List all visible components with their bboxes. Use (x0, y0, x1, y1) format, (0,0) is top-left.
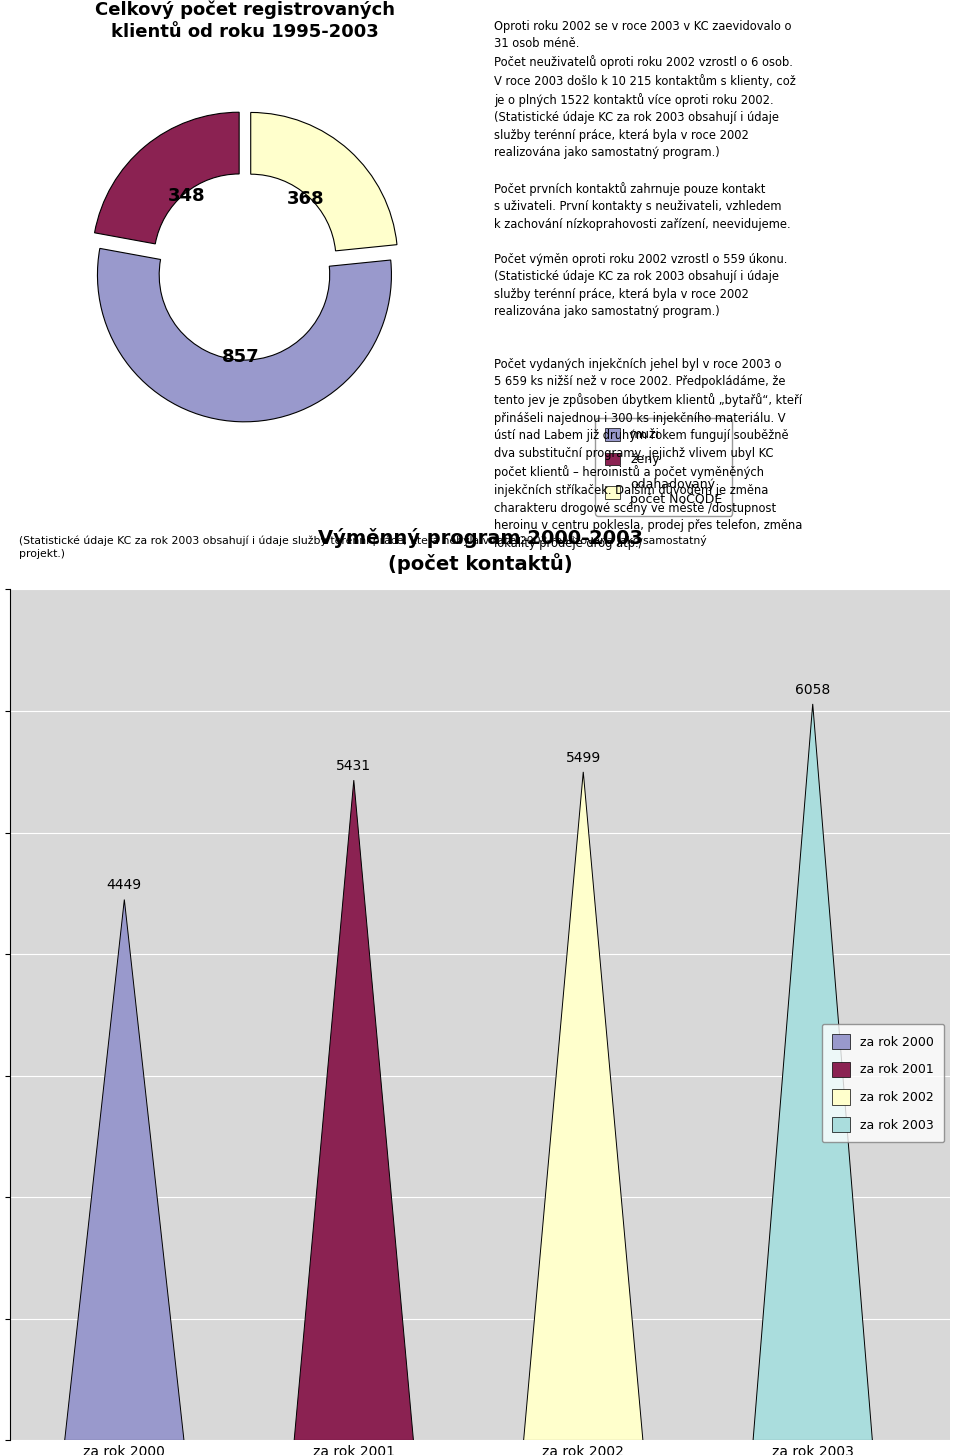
Polygon shape (294, 780, 414, 1440)
Polygon shape (64, 899, 184, 1440)
Title: Celkový počet registrovaných
klientů od roku 1995-2003: Celkový počet registrovaných klientů od … (95, 0, 395, 41)
Title: Výměnný program 2000-2003
(počet kontaktů): Výměnný program 2000-2003 (počet kontakt… (318, 528, 642, 573)
Text: 368: 368 (287, 189, 324, 208)
Text: 5431: 5431 (336, 760, 372, 773)
Legend: muži, ženy, odahadovaný
počet NoCODE: muži, ženy, odahadovaný počet NoCODE (595, 418, 732, 515)
Text: 6058: 6058 (795, 682, 830, 697)
Polygon shape (523, 773, 643, 1440)
Legend: za rok 2000, za rok 2001, za rok 2002, za rok 2003: za rok 2000, za rok 2001, za rok 2002, z… (822, 1024, 944, 1142)
Text: (Statistické údaje KC za rok 2003 obsahují i údaje služby terénní práce, která n: (Statistické údaje KC za rok 2003 obsahu… (19, 535, 707, 559)
Text: 348: 348 (168, 188, 205, 205)
Wedge shape (251, 112, 397, 250)
Wedge shape (94, 112, 239, 244)
Text: 4449: 4449 (107, 879, 142, 892)
Text: 5499: 5499 (565, 751, 601, 764)
Polygon shape (753, 704, 873, 1440)
Wedge shape (98, 249, 392, 422)
Text: 857: 857 (223, 348, 260, 365)
Text: Oproti roku 2002 se v roce 2003 v KC zaevidovalo o
31 osob méně.
Počet neuživate: Oproti roku 2002 se v roce 2003 v KC zae… (494, 19, 803, 550)
